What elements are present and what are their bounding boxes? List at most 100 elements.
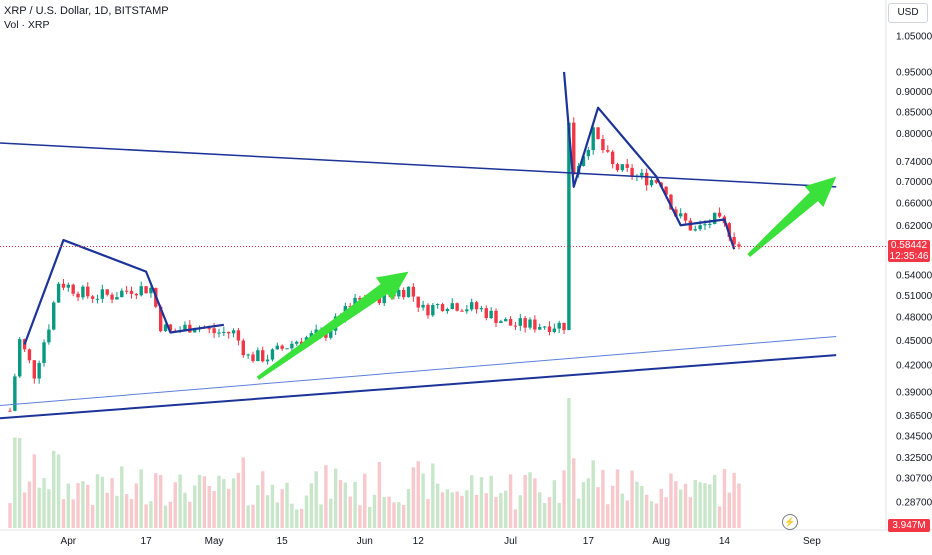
volume-bar bbox=[528, 472, 532, 528]
volume-bar bbox=[154, 473, 158, 528]
volume-bar bbox=[280, 489, 284, 528]
volume-bar bbox=[426, 498, 430, 528]
volume-bar bbox=[732, 472, 736, 528]
candle-body bbox=[484, 308, 488, 319]
volume-bar bbox=[474, 494, 479, 528]
candle-body bbox=[265, 359, 270, 362]
candle-body bbox=[431, 305, 435, 316]
candle-body bbox=[654, 180, 659, 183]
candle-body bbox=[586, 149, 591, 157]
volume-bar bbox=[460, 495, 464, 528]
candle-body bbox=[32, 360, 36, 379]
candle-body bbox=[100, 289, 105, 299]
volume-bar bbox=[640, 485, 644, 528]
candle-body bbox=[518, 318, 522, 326]
candle-body bbox=[640, 172, 644, 176]
volume-bar bbox=[120, 466, 124, 528]
candle-body bbox=[615, 164, 620, 171]
candle-body bbox=[664, 186, 668, 195]
volume-bar bbox=[591, 460, 595, 528]
candle-body bbox=[596, 127, 600, 139]
currency-button[interactable]: USD bbox=[888, 3, 928, 23]
price-tick-label: 0.48000 bbox=[896, 313, 932, 324]
volume-bar bbox=[256, 485, 260, 528]
volume-bar bbox=[669, 473, 673, 528]
volume-bar bbox=[698, 482, 702, 528]
candle-body bbox=[440, 304, 445, 312]
price-tick-label: 0.85000 bbox=[896, 107, 932, 118]
volume-bar bbox=[596, 487, 600, 528]
time-tick-label: Jun bbox=[357, 536, 373, 547]
volume-bar bbox=[387, 496, 391, 528]
volume-bar bbox=[465, 490, 469, 528]
candle-body bbox=[47, 329, 51, 343]
candle-body bbox=[538, 327, 542, 330]
candle-body bbox=[406, 286, 411, 298]
current-price-tag: 0.58442 12:35:46 bbox=[888, 239, 930, 262]
candle-body bbox=[314, 329, 318, 334]
candle-body bbox=[470, 302, 474, 310]
time-tick-label: Jul bbox=[504, 536, 517, 547]
candle-body bbox=[601, 138, 605, 151]
price-tick-label: 0.54000 bbox=[896, 270, 932, 281]
volume-bar bbox=[66, 483, 71, 528]
time-tick-label: 17 bbox=[583, 536, 595, 547]
candle-body bbox=[90, 296, 95, 299]
volume-bar bbox=[8, 503, 12, 528]
current-volume-tag: 3.947M bbox=[888, 519, 930, 532]
candle-body bbox=[27, 349, 32, 361]
volume-bar bbox=[552, 480, 557, 528]
volume-bar bbox=[227, 489, 231, 528]
candle-body bbox=[445, 308, 450, 312]
volume-bar bbox=[713, 474, 717, 528]
candle-body bbox=[275, 345, 279, 350]
candle-body bbox=[280, 345, 284, 349]
candle-body bbox=[71, 284, 75, 294]
volume-bar bbox=[644, 494, 649, 528]
lightning-icon[interactable]: ⚡ bbox=[782, 514, 798, 530]
candle-body bbox=[290, 343, 294, 349]
candle-body bbox=[168, 324, 173, 331]
candle-body bbox=[401, 290, 406, 298]
volume-bar bbox=[188, 501, 192, 528]
candle-body bbox=[421, 304, 425, 308]
volume-bar bbox=[207, 485, 211, 528]
volume-bar bbox=[149, 501, 153, 528]
candle-body bbox=[222, 331, 226, 333]
volume-bar bbox=[285, 482, 289, 528]
volume-bar bbox=[479, 477, 484, 528]
candle-body bbox=[158, 306, 163, 332]
volume-bar bbox=[586, 478, 591, 528]
candle-body bbox=[348, 305, 352, 307]
volume-bar bbox=[86, 484, 90, 528]
candle-body bbox=[489, 310, 493, 319]
volume-bar bbox=[100, 476, 105, 528]
volume-bar bbox=[246, 505, 250, 528]
candle-body bbox=[37, 362, 41, 379]
symbol-legend[interactable]: XRP / U.S. Dollar, 1D, BITSTAMP Vol · XR… bbox=[4, 4, 169, 32]
candle-body bbox=[66, 284, 71, 288]
candle-body bbox=[562, 322, 566, 331]
price-tick-label: 0.74000 bbox=[896, 157, 932, 168]
candle-body bbox=[295, 341, 299, 344]
volume-bar bbox=[703, 483, 707, 528]
candle-body bbox=[499, 321, 503, 324]
candle-body bbox=[8, 410, 12, 412]
volume-bar bbox=[489, 475, 493, 528]
candle-body bbox=[256, 350, 260, 362]
volume-bar bbox=[22, 492, 27, 528]
volume-bar bbox=[455, 491, 459, 528]
candle-body bbox=[678, 213, 683, 217]
candle-body bbox=[567, 122, 571, 331]
volume-bar bbox=[37, 487, 41, 528]
candle-body bbox=[227, 331, 231, 334]
candle-body bbox=[552, 328, 557, 332]
price-tick-label: 0.66000 bbox=[896, 198, 932, 209]
volume-bar bbox=[601, 470, 605, 528]
price-tick-label: 0.32500 bbox=[896, 453, 932, 464]
candle-body bbox=[683, 213, 688, 221]
volume-bar bbox=[183, 492, 187, 528]
volume-bar bbox=[722, 468, 727, 528]
